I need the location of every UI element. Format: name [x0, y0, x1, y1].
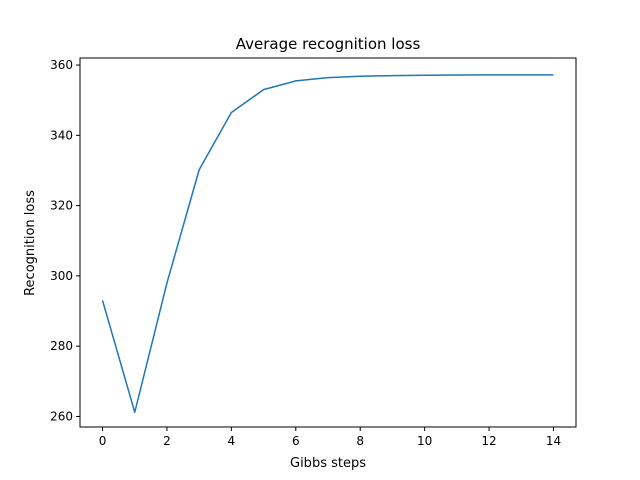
y-tick-label: 300 — [50, 269, 73, 283]
y-tick-label: 360 — [50, 58, 73, 72]
x-axis: 0 2 4 6 8 10 12 14 — [99, 427, 561, 448]
plot-area — [101, 74, 554, 413]
x-tick-label: 2 — [163, 434, 171, 448]
x-tick-label: 6 — [292, 434, 300, 448]
y-tick-label: 280 — [50, 339, 73, 353]
chart-title: Average recognition loss — [236, 35, 421, 53]
y-tick-label: 340 — [50, 128, 73, 142]
x-tick-label: 4 — [228, 434, 236, 448]
series-line — [101, 74, 554, 413]
x-axis-label: Gibbs steps — [290, 456, 366, 471]
plot-frame — [79, 57, 577, 428]
x-tick-label: 12 — [481, 434, 496, 448]
y-tick-label: 260 — [50, 409, 73, 423]
x-tick-label: 8 — [356, 434, 364, 448]
y-axis: 260 280 300 320 340 360 — [50, 58, 80, 423]
y-tick-label: 320 — [50, 199, 73, 213]
x-tick-label: 0 — [99, 434, 107, 448]
y-axis-label: Recognition loss — [23, 190, 38, 296]
x-tick-label: 14 — [546, 434, 561, 448]
x-tick-label: 10 — [417, 434, 432, 448]
